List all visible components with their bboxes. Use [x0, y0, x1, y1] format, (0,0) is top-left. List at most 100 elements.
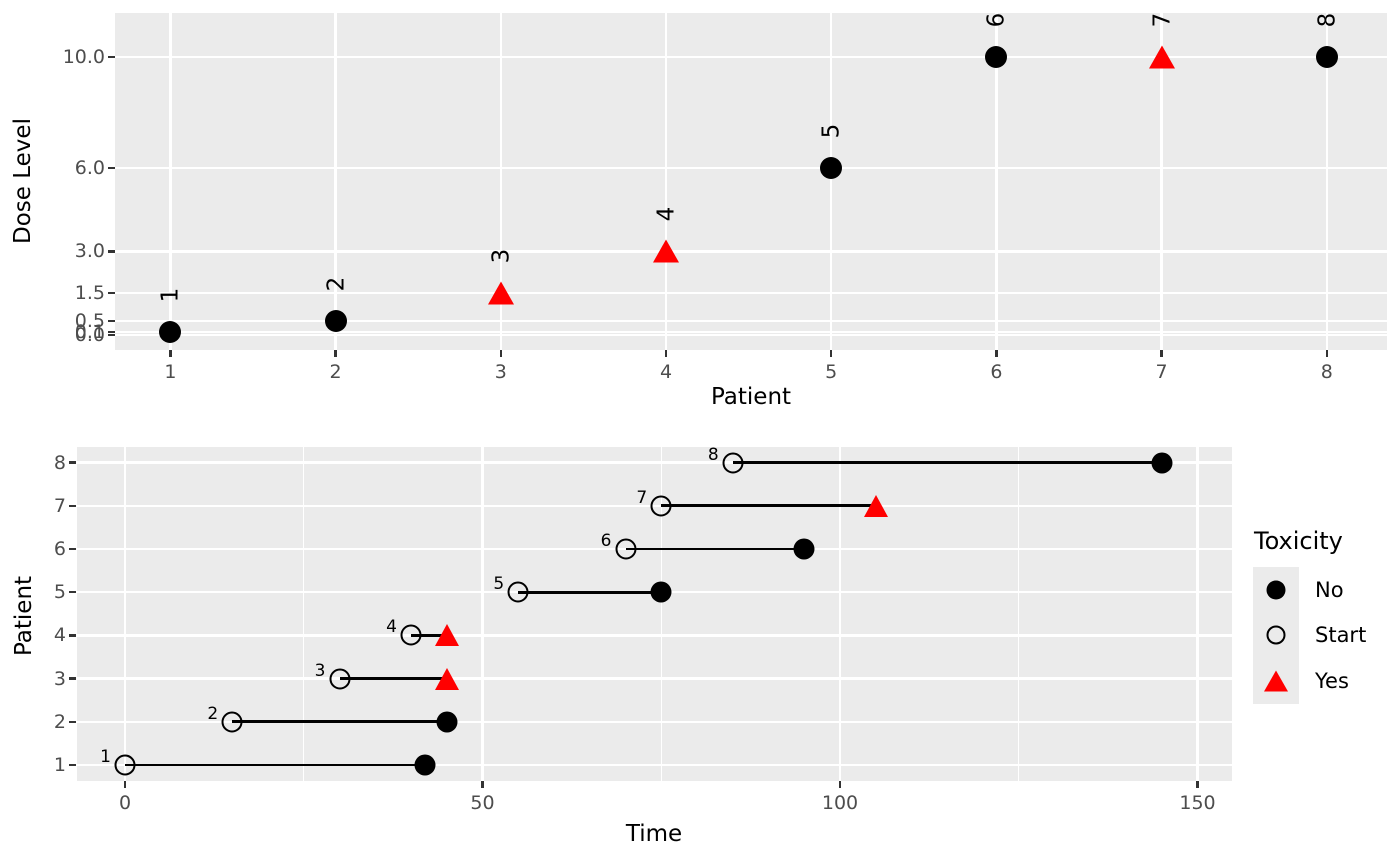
x-tick-mark	[1325, 350, 1329, 357]
dose-point-label: 2	[323, 276, 350, 292]
h-gridline	[115, 250, 1387, 253]
patient-row-label: 2	[207, 703, 219, 724]
y-tick-label: 0.1	[74, 321, 105, 344]
x-tick-mark	[481, 781, 484, 788]
h-gridline	[77, 634, 1232, 637]
x-tick-mark	[1196, 781, 1199, 788]
x-tick-mark	[499, 350, 503, 357]
end-circle	[414, 754, 436, 776]
legend-item-start: Start	[1253, 612, 1400, 658]
y-tick-mark	[108, 55, 115, 59]
tox-triangle	[863, 494, 888, 517]
dose-point-label: 7	[1149, 12, 1176, 28]
legend-label: Start	[1315, 623, 1367, 648]
y-tick-label: 2	[53, 710, 66, 733]
tox-triangle	[434, 667, 459, 690]
v-gridline	[499, 13, 503, 350]
x-tick-label: 5	[825, 361, 838, 383]
red-triangle-icon	[1263, 670, 1288, 692]
legend-key	[1253, 658, 1299, 704]
treatment-segment	[339, 677, 447, 680]
dose-point-label: 6	[983, 12, 1010, 28]
h-gridline	[115, 319, 1387, 323]
x-tick-label: 8	[1320, 361, 1333, 383]
y-tick-label: 8	[53, 451, 66, 474]
dose-point	[1315, 46, 1338, 68]
x-tick-label: 1	[164, 361, 177, 383]
tox-triangle	[434, 624, 459, 647]
patient-row-label: 6	[600, 531, 612, 551]
y-tick-label: 0.5	[74, 309, 105, 332]
v-gridline	[1325, 13, 1329, 350]
v-gridline	[169, 13, 172, 350]
start-circle	[507, 581, 529, 603]
h-gridline	[77, 461, 1232, 464]
x-tick-label: 2	[329, 361, 342, 383]
treatment-segment	[661, 504, 876, 508]
y-tick-mark	[108, 250, 115, 253]
h-gridline	[115, 291, 1387, 295]
x-tick-label: 7	[1155, 361, 1168, 383]
start-circle	[114, 754, 136, 776]
y-tick-label: 3	[53, 667, 66, 690]
v-gridline	[829, 13, 833, 350]
y-tick-mark	[69, 763, 76, 767]
y-tick-mark	[69, 634, 76, 637]
v-gridline	[1196, 447, 1199, 781]
x-tick-mark	[664, 350, 668, 357]
tox-triangle	[1148, 45, 1175, 69]
dose-point	[985, 46, 1008, 68]
legend-items: No Start Yes	[1253, 567, 1400, 704]
y-tick-mark	[108, 319, 115, 323]
start-circle	[722, 452, 744, 474]
patient-row-label: 8	[707, 444, 719, 465]
dose-point-label: 4	[653, 207, 680, 222]
end-circle	[436, 711, 458, 733]
tox-triangle	[653, 239, 679, 263]
x-tick-mark	[1160, 350, 1163, 357]
v-gridline	[123, 447, 127, 781]
y-tick-mark	[69, 504, 76, 508]
dose-point-label: 3	[488, 248, 515, 264]
top-y-axis-title: Dose Level	[10, 118, 36, 244]
top-panel	[115, 13, 1387, 350]
treatment-segment	[732, 461, 1162, 464]
treatment-segment	[125, 763, 426, 767]
h-gridline	[77, 720, 1232, 724]
y-tick-mark	[108, 330, 115, 334]
dose-point-label: 5	[818, 123, 845, 139]
y-tick-label: 1.5	[74, 282, 105, 305]
treatment-segment	[411, 634, 447, 637]
y-tick-label: 1	[53, 754, 66, 776]
legend-title: Toxicity	[1254, 527, 1343, 555]
x-tick-mark	[123, 781, 127, 788]
v-gridline	[664, 13, 668, 350]
patient-row-label: 1	[100, 747, 111, 767]
x-tick-mark	[169, 350, 172, 357]
h-gridline	[77, 763, 1232, 767]
y-tick-label: 3.0	[74, 240, 105, 263]
y-tick-label: 4	[53, 624, 66, 647]
v-gridline-minor	[303, 447, 305, 781]
v-gridline	[995, 13, 998, 350]
y-tick-mark	[69, 461, 76, 464]
y-tick-mark	[69, 720, 76, 724]
y-tick-label: 7	[53, 494, 66, 517]
dose-point	[324, 309, 347, 332]
y-tick-mark	[108, 291, 115, 295]
y-tick-mark	[69, 547, 76, 551]
dose-point-label: 8	[1314, 12, 1341, 28]
filled-circle-icon	[1266, 580, 1286, 600]
start-circle	[221, 711, 243, 733]
legend-key	[1253, 612, 1299, 658]
v-gridline	[1160, 13, 1163, 350]
y-tick-mark	[69, 590, 76, 594]
treatment-segment	[232, 720, 447, 724]
tox-triangle	[487, 281, 514, 305]
x-tick-mark	[334, 350, 337, 357]
x-tick-label: 6	[990, 361, 1003, 383]
h-gridline	[115, 55, 1387, 59]
dose-point	[820, 157, 843, 180]
h-gridline	[115, 330, 1387, 334]
